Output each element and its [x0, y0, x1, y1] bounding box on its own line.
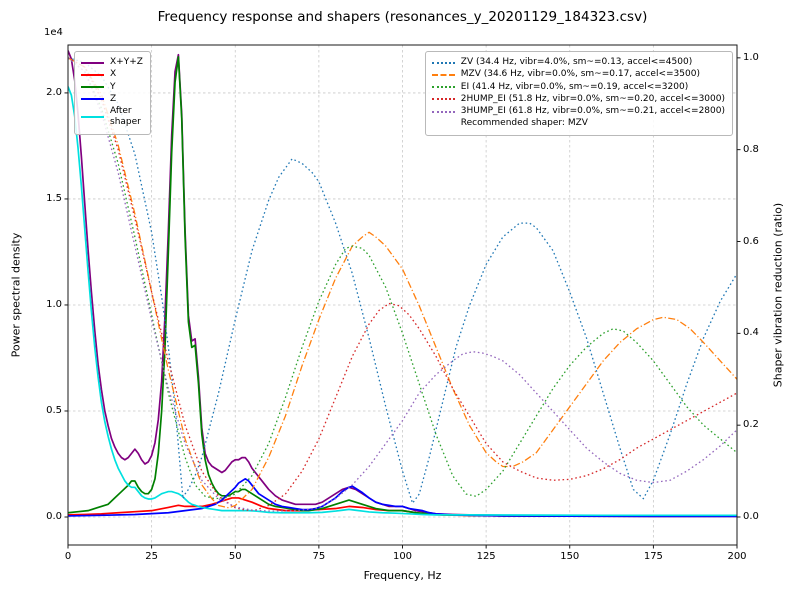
y-right-tick-label: 0.4 [743, 327, 759, 339]
y-left-tick-label: 1.5 [46, 192, 62, 204]
x-tick-label: 150 [560, 551, 580, 562]
y-left-tick-label: 1.0 [46, 298, 62, 310]
legend-item: X+Y+Z [81, 57, 143, 68]
legend-shapers: ZV (34.4 Hz, vibr=4.0%, sm~=0.13, accel<… [424, 51, 733, 136]
legend-item: 2HUMP_EI (51.8 Hz, vibr=0.0%, sm~=0.20, … [431, 93, 725, 105]
legend-line-sample [431, 86, 455, 89]
legend-item: ZV (34.4 Hz, vibr=4.0%, sm~=0.13, accel<… [431, 57, 725, 68]
legend-label: Y [110, 81, 116, 92]
legend-item: X [81, 69, 143, 80]
legend-label: After shaper [110, 106, 141, 128]
legend-item: Y [81, 82, 143, 93]
legend-line-sample [431, 73, 455, 76]
x-tick-label: 25 [145, 551, 158, 562]
legend-item: After shaper [81, 106, 143, 129]
legend-label: 3HUMP_EI (61.8 Hz, vibr=0.0%, sm~=0.21, … [460, 106, 725, 116]
y-left-tick-label: 2.0 [46, 86, 62, 98]
legend-line-sample [81, 98, 104, 101]
x-tick-label: 0 [64, 551, 72, 562]
x-tick-label: 200 [727, 551, 747, 562]
x-tick-label: 75 [312, 551, 326, 562]
x-tick-label: 175 [643, 551, 663, 562]
y-left-tick-label: 0.5 [46, 404, 62, 416]
legend-label: Z [110, 93, 117, 104]
y-axis-right-label: Shaper vibration reduction (ratio) [771, 202, 785, 388]
chart-title: Frequency response and shapers (resonanc… [157, 9, 648, 25]
y-left-tick-label: 0.0 [46, 511, 62, 522]
legend-line-sample [81, 86, 104, 89]
y-right-tick-label: 0.8 [743, 143, 759, 155]
legend-item: 3HUMP_EI (61.8 Hz, vibr=0.0%, sm~=0.21, … [431, 106, 725, 117]
legend-line-sample [431, 110, 455, 113]
x-tick-label: 100 [392, 551, 413, 562]
y-axis-left-label: Power spectral density [9, 232, 23, 358]
y-right-tick-label: 0.2 [743, 419, 759, 431]
x-tick-label: 50 [228, 551, 242, 562]
legend-label: Recommended shaper: MZV [460, 118, 588, 129]
y-right-tick-label: 0.0 [743, 510, 759, 522]
legend-line-sample [81, 61, 104, 64]
y-right-tick-label: 1.0 [743, 51, 759, 63]
legend-psd: X+Y+Z X Y Z After shaper [74, 51, 151, 135]
legend-line-sample [431, 61, 455, 64]
x-tick-label: 125 [476, 551, 496, 562]
x-axis-label: Frequency, Hz [363, 569, 442, 582]
legend-item: EI (41.4 Hz, vibr=0.0%, sm~=0.19, accel<… [431, 81, 725, 93]
y-right-tick-label: 0.6 [743, 235, 759, 247]
legend-label: 2HUMP_EI (51.8 Hz, vibr=0.0%, sm~=0.20, … [460, 93, 725, 104]
legend-label: EI (41.4 Hz, vibr=0.0%, sm~=0.19, accel<… [460, 81, 689, 92]
legend-item: MZV (34.6 Hz, vibr=0.0%, sm~=0.17, accel… [431, 69, 725, 80]
legend-item: Z [81, 94, 143, 105]
legend-label: X+Y+Z [110, 57, 143, 67]
y-axis-offset-text: 1e4 [44, 27, 63, 38]
legend-label: MZV (34.6 Hz, vibr=0.0%, sm~=0.17, accel… [460, 69, 700, 80]
legend-label: X [110, 69, 117, 80]
legend-line-sample [81, 116, 104, 119]
legend-line-sample [431, 98, 455, 101]
legend-item: Recommended shaper: MZV [432, 118, 725, 129]
legend-label: ZV (34.4 Hz, vibr=4.0%, sm~=0.13, accel<… [460, 57, 693, 67]
legend-line-sample [81, 73, 104, 76]
